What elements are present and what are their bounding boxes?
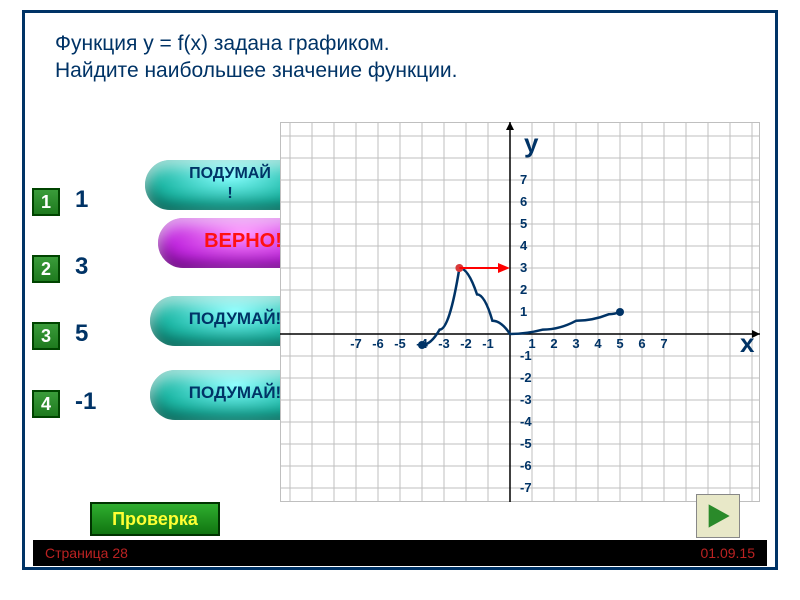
svg-text:3: 3	[520, 260, 527, 275]
answer-option-4[interactable]: 4	[32, 390, 60, 418]
svg-text:4: 4	[520, 238, 528, 253]
svg-text:-3: -3	[520, 392, 532, 407]
question-text: Функция у = f(x) задана графиком. Найдит…	[55, 30, 755, 85]
function-chart: -7-6-5-4-3-2-11234567-7-6-5-4-3-2-112345…	[280, 122, 760, 502]
y-axis-label: у	[524, 128, 538, 159]
answer-value-2: 3	[75, 253, 88, 281]
svg-text:-3: -3	[438, 336, 450, 351]
svg-text:-7: -7	[520, 480, 532, 495]
svg-text:-1: -1	[520, 348, 532, 363]
svg-text:6: 6	[520, 194, 527, 209]
svg-text:-6: -6	[372, 336, 384, 351]
svg-text:-2: -2	[460, 336, 472, 351]
question-line2: Найдите наибольшее значение функции.	[55, 59, 458, 82]
svg-text:-5: -5	[394, 336, 406, 351]
svg-text:2: 2	[550, 336, 557, 351]
svg-text:-1: -1	[482, 336, 494, 351]
answer-option-3[interactable]: 3	[32, 322, 60, 350]
svg-text:5: 5	[520, 216, 527, 231]
svg-text:5: 5	[616, 336, 623, 351]
next-button[interactable]	[696, 494, 740, 538]
svg-text:-2: -2	[520, 370, 532, 385]
svg-text:7: 7	[660, 336, 667, 351]
answer-option-2[interactable]: 2	[32, 255, 60, 283]
play-icon	[704, 502, 732, 530]
svg-text:4: 4	[594, 336, 602, 351]
svg-text:-5: -5	[520, 436, 532, 451]
svg-text:6: 6	[638, 336, 645, 351]
svg-text:2: 2	[520, 282, 527, 297]
svg-text:-7: -7	[350, 336, 362, 351]
x-axis-label: х	[740, 328, 754, 359]
page-number: Страница 28	[45, 545, 128, 561]
answer-value-4: -1	[75, 388, 96, 416]
slide-date: 01.09.15	[701, 545, 756, 561]
footer-bar: Страница 28 01.09.15	[33, 540, 767, 566]
svg-text:3: 3	[572, 336, 579, 351]
answer-value-1: 1	[75, 186, 88, 214]
svg-text:-6: -6	[520, 458, 532, 473]
answer-value-3: 5	[75, 320, 88, 348]
check-button[interactable]: Проверка	[90, 502, 220, 536]
svg-text:1: 1	[520, 304, 527, 319]
svg-text:-4: -4	[520, 414, 532, 429]
question-line1: Функция у = f(x) задана графиком.	[55, 32, 390, 55]
svg-text:7: 7	[520, 172, 527, 187]
answer-option-1[interactable]: 1	[32, 188, 60, 216]
